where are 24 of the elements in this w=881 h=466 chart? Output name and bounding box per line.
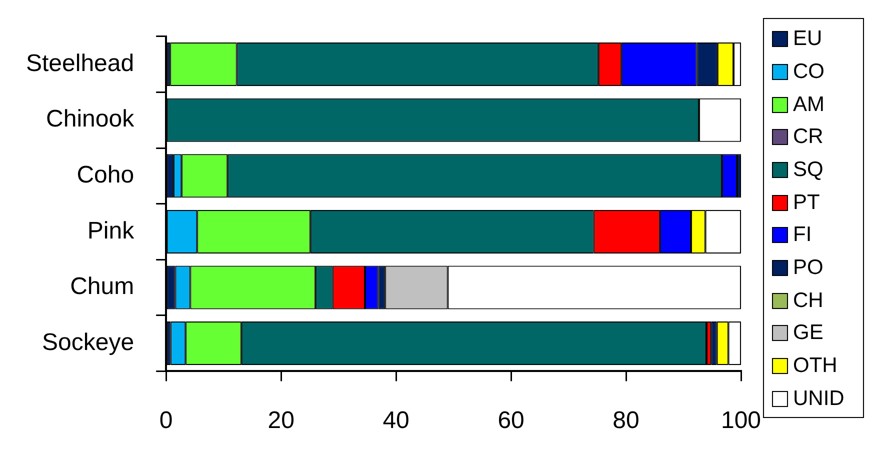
x-tick-label: 20 (268, 407, 294, 434)
x-tick-label: 60 (498, 407, 524, 434)
legend-label: SQ (793, 158, 824, 181)
y-tick-label: Steelhead (26, 50, 134, 77)
legend-label: EU (793, 27, 822, 50)
legend-label: AM (793, 92, 824, 116)
legend-label: UNID (793, 386, 844, 410)
legend-label: CR (793, 125, 824, 148)
legend-label: GE (793, 321, 824, 344)
x-tick-label: 0 (159, 407, 173, 434)
y-tick-label: Chum (70, 273, 134, 300)
legend-label: CO (793, 60, 824, 83)
x-tick-label: 100 (720, 407, 762, 434)
y-tick-label: Pink (87, 217, 136, 244)
legend-label: PT (793, 190, 820, 214)
x-tick-label: 40 (382, 407, 410, 434)
legend-label: FI (793, 223, 812, 246)
x-tick-label: 80 (612, 407, 640, 434)
y-tick-label: Chinook (46, 106, 136, 133)
y-tick-label: Coho (76, 162, 134, 189)
y-tick-label: Sockeye (42, 328, 134, 356)
legend-label: CH (793, 288, 824, 312)
legend-label: OTH (793, 354, 838, 377)
legend-label: PO (793, 256, 824, 279)
